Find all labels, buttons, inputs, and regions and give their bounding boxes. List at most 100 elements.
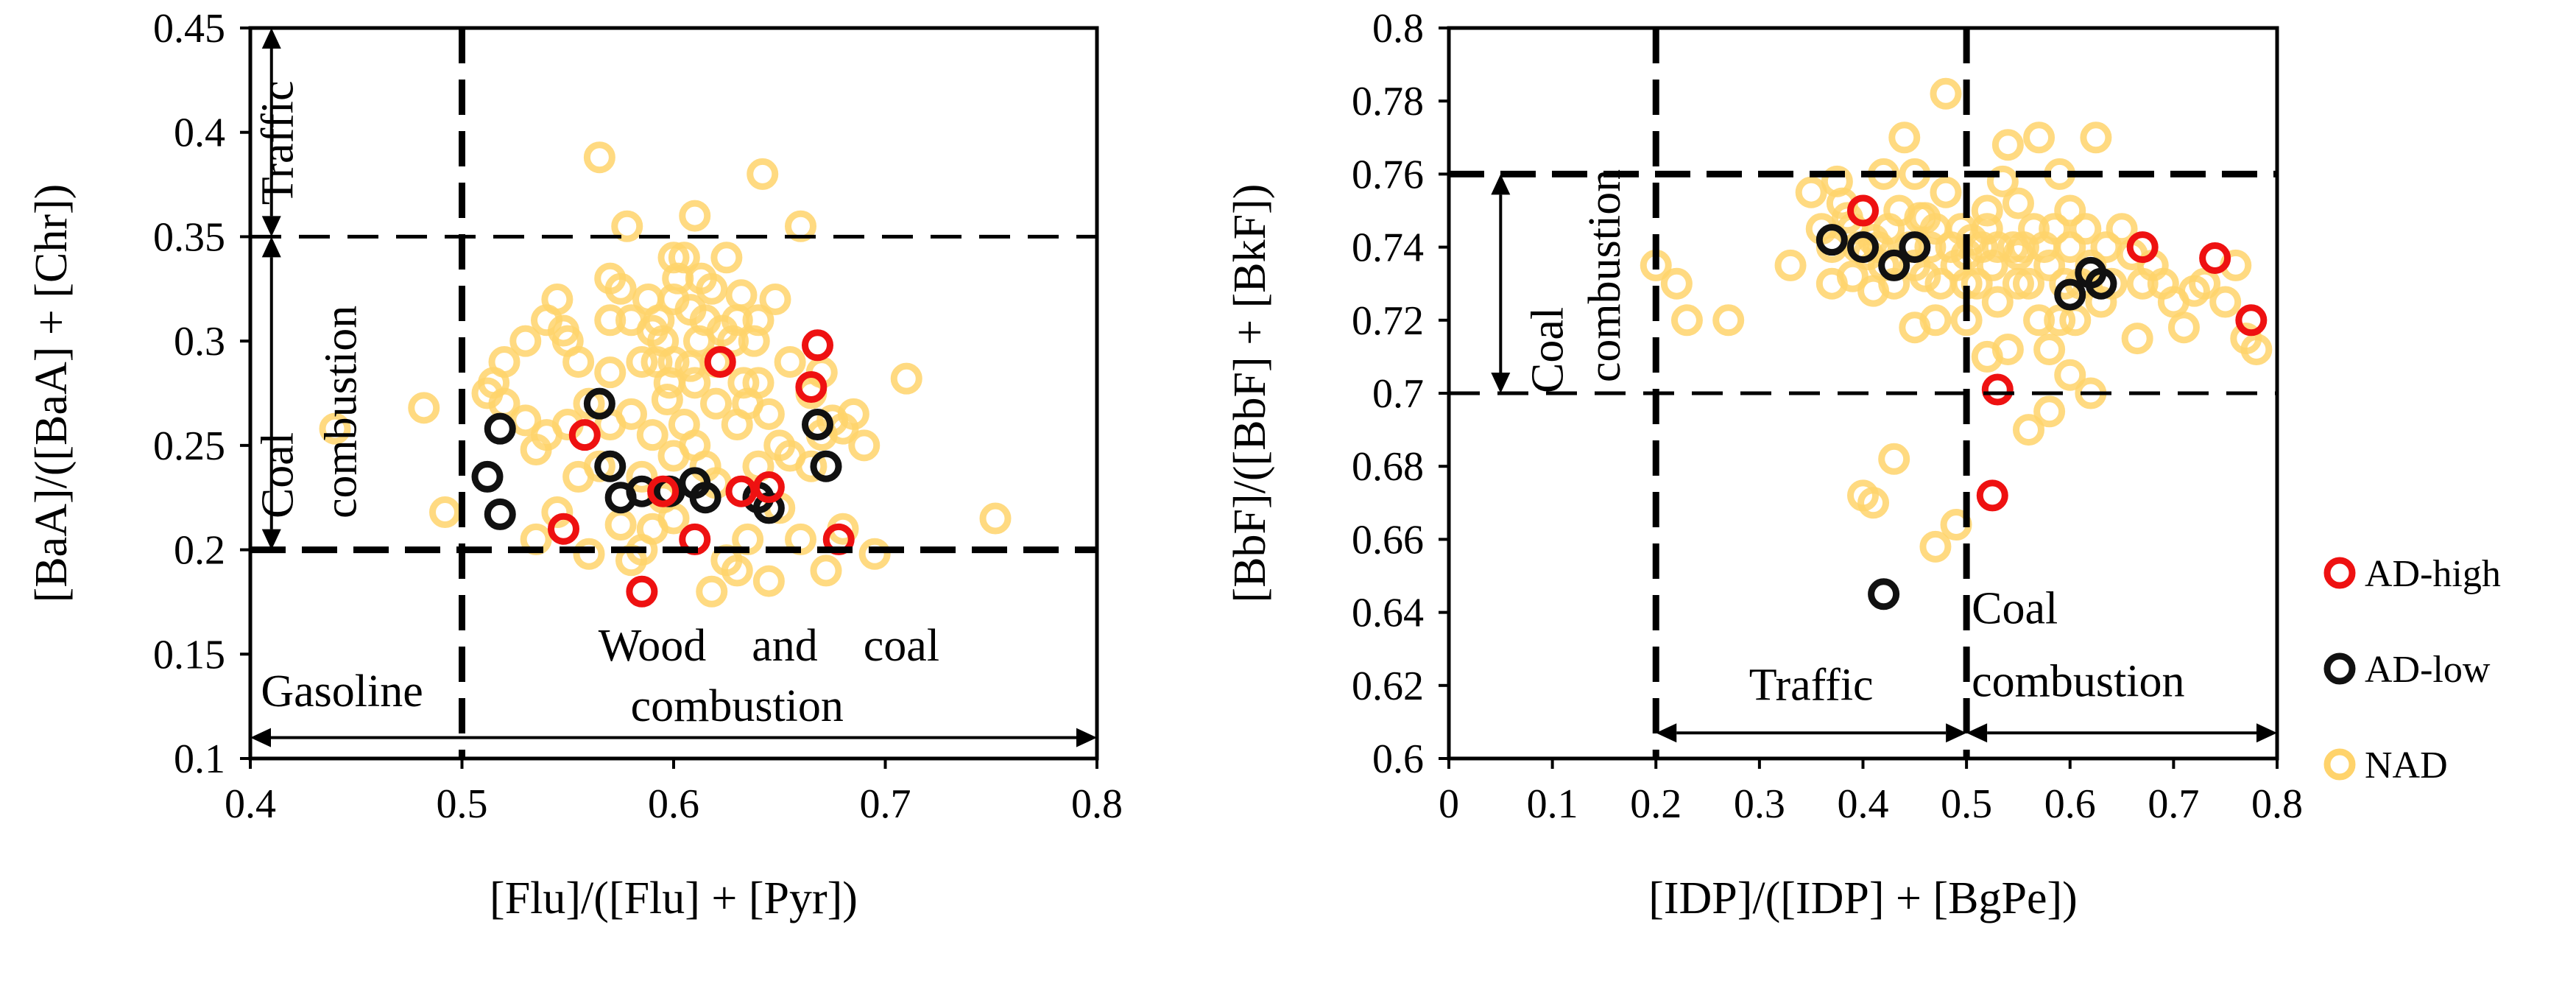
- point-nad: [594, 304, 627, 337]
- legend: AD-high AD-low NAD: [2323, 553, 2501, 786]
- point-nad: [795, 450, 828, 482]
- point-nad: [2033, 395, 2066, 428]
- y-tick-label: 0.78: [1352, 79, 1424, 124]
- point-nad: [429, 496, 461, 529]
- point-nad: [1774, 249, 1807, 281]
- point-nad: [2023, 304, 2055, 337]
- point-nad: [657, 440, 690, 472]
- annotation-coal-combustion-line2: combustion: [317, 306, 367, 518]
- point-ad-low: [471, 460, 504, 493]
- x-axis: 0 0.1 0.2 0.3 0.4 0.5 0.6 0.7 0.8: [1439, 759, 2303, 827]
- point-nad: [785, 210, 816, 242]
- annotation-gasoline: Gasoline: [261, 666, 423, 717]
- y-tick-label: 0.35: [153, 214, 225, 260]
- point-nad: [488, 345, 521, 378]
- point-nad: [848, 429, 881, 462]
- point-nad: [2033, 333, 2066, 365]
- point-nad: [541, 496, 574, 529]
- point-nad: [2054, 194, 2086, 227]
- flu-pyr-chart: Traffic Coal combustion Gasoline Wood and co…: [27, 6, 1123, 923]
- x-tick-label: 0.2: [1630, 781, 1682, 827]
- x-tick-label: 0.7: [2148, 781, 2199, 827]
- legend-label: AD-low: [2365, 649, 2491, 691]
- point-nad: [2033, 249, 2066, 281]
- series-ad-low: [1815, 224, 2117, 610]
- point-nad: [1712, 304, 1745, 337]
- x-tick-label: 0.6: [2044, 781, 2096, 827]
- point-nad: [759, 283, 791, 315]
- y-tick-label: 0.4: [174, 110, 225, 156]
- annotations: Traffic Coal combustion Gasoline Wood and co…: [253, 80, 940, 731]
- x-tick-label: 0.3: [1734, 781, 1785, 827]
- point-nad: [573, 387, 605, 420]
- point-nad: [1899, 312, 1931, 344]
- point-nad: [725, 279, 758, 312]
- x-tick-label: 0.5: [437, 781, 488, 827]
- point-ad-low: [484, 498, 516, 530]
- point-nad: [837, 398, 869, 430]
- range-arrows: [1491, 174, 2277, 743]
- point-nad: [2002, 267, 2034, 300]
- annotation-coal-combustion-top-line1: Coal: [1523, 307, 1573, 393]
- point-nad: [2054, 231, 2086, 264]
- annotation-coal-combustion-line1: Coal: [253, 432, 303, 518]
- point-nad: [408, 392, 440, 424]
- point-nad: [774, 345, 806, 378]
- threshold-lines: [250, 28, 1097, 759]
- point-nad: [641, 345, 673, 378]
- annotation-traffic: Traffic: [253, 80, 303, 205]
- point-nad: [2106, 213, 2138, 245]
- y-axis: 0.6 0.62 0.64 0.66 0.68 0.7 0.72 0.74 0.76 0.78 0.…: [1352, 6, 1449, 782]
- point-nad: [573, 538, 605, 570]
- point-ad-low: [689, 482, 721, 514]
- arrow-coal-bottom-range: [1966, 723, 2277, 743]
- x-tick-label: 0: [1439, 781, 1459, 827]
- point-nad: [548, 314, 579, 347]
- point-nad: [679, 367, 711, 399]
- point-nad: [1909, 260, 1941, 292]
- point-nad: [700, 387, 732, 420]
- y-tick-label: 0.15: [153, 632, 225, 677]
- legend-marker: [2323, 557, 2356, 589]
- point-nad: [626, 345, 658, 378]
- point-nad: [2189, 267, 2221, 300]
- annotation-coal-combustion-bottom-line1: Coal: [1972, 583, 2058, 633]
- x-tick-label: 0.7: [860, 781, 911, 827]
- point-nad: [747, 158, 779, 190]
- point-nad: [1991, 333, 2024, 365]
- y-tick-label: 0.72: [1352, 298, 1424, 344]
- data-points: [1640, 77, 2273, 610]
- y-tick-label: 0.66: [1352, 517, 1424, 563]
- point-nad: [2080, 122, 2112, 154]
- point-nad: [668, 242, 700, 274]
- point-nad: [1878, 443, 1910, 475]
- point-nad: [657, 345, 690, 378]
- legend-label: AD-high: [2365, 553, 2501, 595]
- point-nad: [1986, 165, 2019, 197]
- legend-marker: [2323, 652, 2356, 685]
- y-axis-title: [BaA]/([BaA] + [Chr]): [27, 184, 77, 603]
- point-ad-high: [2235, 304, 2268, 337]
- arrow-coal-range: [261, 236, 281, 550]
- y-tick-label: 0.64: [1352, 591, 1424, 636]
- point-nad: [742, 304, 774, 337]
- point-nad: [1971, 194, 2003, 227]
- point-ad-high: [1847, 194, 1879, 227]
- arrow-coal-range: [1491, 174, 1511, 393]
- annotation-coal-combustion-top-line2: combustion: [1580, 169, 1630, 382]
- point-ad-low: [1815, 224, 1848, 256]
- y-tick-label: 0.6: [1372, 736, 1424, 782]
- point-nad: [674, 350, 707, 382]
- x-tick-label: 0.8: [1071, 781, 1123, 827]
- point-ad-low: [583, 387, 615, 420]
- x-tick-label: 0.8: [2251, 781, 2303, 827]
- point-nad: [531, 419, 562, 451]
- y-tick-label: 0.1: [174, 736, 225, 782]
- point-nad: [604, 272, 637, 305]
- point-nad: [1857, 275, 1890, 307]
- point-ad-high: [2126, 231, 2159, 264]
